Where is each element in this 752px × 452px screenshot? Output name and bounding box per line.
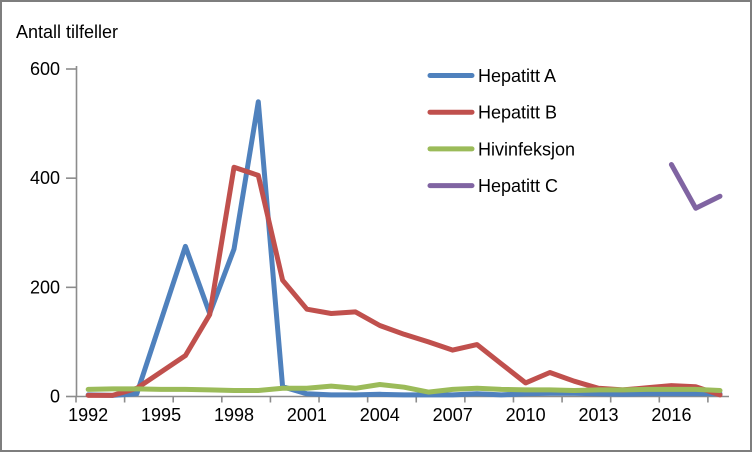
x-tick-label: 2016	[651, 405, 691, 425]
series-line-hepatitt-c	[668, 162, 723, 211]
x-tick-label: 2001	[287, 405, 327, 425]
y-tick-label: 200	[30, 277, 60, 297]
x-tick-label: 2007	[433, 405, 473, 425]
series-line-hivinfeksjon	[85, 382, 723, 395]
series-line-hepatitt-a	[85, 99, 723, 398]
legend-label-hepatitt-b: Hepatitt B	[478, 103, 557, 123]
x-tick-label: 1992	[68, 405, 108, 425]
chart-title: Antall tilfeller	[16, 22, 119, 42]
legend-label-hivinfeksjon: Hivinfeksjon	[478, 139, 575, 159]
y-tick-label: 600	[30, 59, 60, 79]
legend-label-hepatitt-a: Hepatitt A	[478, 66, 556, 86]
x-tick-label: 1995	[141, 405, 181, 425]
series-line-hepatitt-b	[85, 164, 723, 398]
x-tick-label: 1998	[214, 405, 254, 425]
x-tick-label: 2013	[579, 405, 619, 425]
legend-label-hepatitt-c: Hepatitt C	[478, 176, 558, 196]
x-tick-label: 2004	[360, 405, 400, 425]
y-tick-label: 400	[30, 168, 60, 188]
x-tick-label: 2010	[506, 405, 546, 425]
y-tick-label: 0	[50, 387, 60, 407]
